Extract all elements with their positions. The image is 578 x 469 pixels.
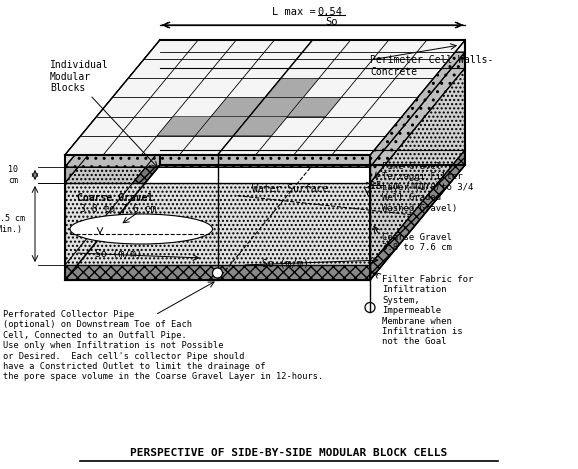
Polygon shape — [65, 40, 160, 280]
Text: Coarse Gravel
3.8 to 7.6 cm: Coarse Gravel 3.8 to 7.6 cm — [382, 233, 452, 252]
Polygon shape — [370, 52, 465, 183]
Text: 30.5 cm
(Min.): 30.5 cm (Min.) — [0, 214, 24, 234]
Text: So (m/m): So (m/m) — [95, 249, 142, 259]
Polygon shape — [370, 68, 465, 265]
Circle shape — [213, 268, 223, 278]
Text: So: So — [325, 17, 338, 27]
Text: Filter Fabric for
Infiltration
System,
Impermeable
Membrane when
Infiltration is: Filter Fabric for Infiltration System, I… — [382, 275, 473, 347]
Circle shape — [365, 303, 375, 312]
Polygon shape — [195, 117, 249, 136]
Polygon shape — [65, 150, 160, 280]
Polygon shape — [65, 183, 370, 265]
Text: 10
cm: 10 cm — [8, 165, 18, 185]
Polygon shape — [370, 150, 465, 280]
Text: Individual
Modular
Blocks: Individual Modular Blocks — [50, 60, 109, 93]
Text: L max =: L max = — [272, 7, 323, 17]
Text: Water Surface: Water Surface — [252, 184, 328, 194]
Text: Fine Gravel
Terzaggi Filter
Layer (1/8 to 3/4
Well Graded
Washed Gravel): Fine Gravel Terzaggi Filter Layer (1/8 t… — [382, 162, 473, 212]
Polygon shape — [65, 265, 370, 280]
Polygon shape — [65, 52, 465, 167]
Polygon shape — [287, 98, 341, 117]
Polygon shape — [65, 52, 160, 183]
Text: Perimeter Cell Walls-
Concrete: Perimeter Cell Walls- Concrete — [370, 55, 494, 76]
Text: 3.8 to 7.6 cm: 3.8 to 7.6 cm — [80, 204, 157, 214]
Polygon shape — [65, 40, 465, 155]
Polygon shape — [211, 98, 265, 117]
Polygon shape — [234, 117, 287, 136]
Polygon shape — [370, 40, 465, 280]
Text: Perforated Collector Pipe
(optional) on Downstream Toe of Each
Cell, Connected t: Perforated Collector Pipe (optional) on … — [3, 310, 323, 381]
Polygon shape — [157, 117, 211, 136]
Polygon shape — [265, 78, 319, 98]
Text: Coarse Gravel: Coarse Gravel — [77, 193, 153, 203]
Text: So (m/m): So (m/m) — [262, 258, 309, 268]
Ellipse shape — [70, 214, 213, 244]
Polygon shape — [249, 98, 303, 117]
Polygon shape — [65, 68, 160, 265]
Text: 0.54: 0.54 — [317, 7, 343, 17]
Text: PERSPECTIVE OF SIDE-BY-SIDE MODULAR BLOCK CELLS: PERSPECTIVE OF SIDE-BY-SIDE MODULAR BLOC… — [131, 448, 447, 458]
Text: 15 cm (min.): 15 cm (min.) — [370, 180, 440, 190]
